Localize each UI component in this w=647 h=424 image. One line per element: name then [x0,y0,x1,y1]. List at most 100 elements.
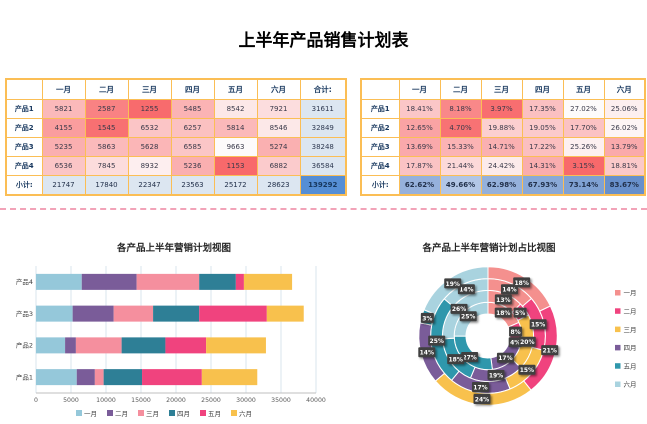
table-cell[interactable]: 8542 [213,99,258,119]
table-cell[interactable]: 27.02% [562,99,605,119]
subtotal-cell[interactable]: 21747 [41,175,86,196]
subtotal-row-header[interactable]: 小计: [5,175,43,196]
table-cell[interactable]: 6882 [256,156,301,176]
subtotal-cell[interactable]: 73.14% [562,175,605,196]
table-cell[interactable]: 18.41% [398,99,441,119]
subtotal-cell[interactable]: 62.62% [398,175,441,196]
column-header[interactable]: 四月 [521,78,564,100]
table-cell[interactable]: 7921 [256,99,301,119]
data-label-text: 13% [496,297,510,304]
subtotal-cell[interactable]: 17840 [84,175,129,196]
table-cell[interactable]: 8546 [256,118,301,138]
table-cell[interactable]: 5235 [41,137,86,157]
data-label-box [496,352,514,363]
table-cell[interactable]: 7845 [84,156,129,176]
column-header[interactable]: 五月 [213,78,258,100]
table-cell[interactable]: 8.18% [439,99,482,119]
row-header[interactable]: 产品2 [5,118,43,138]
row-total-cell[interactable]: 31611 [299,99,347,119]
column-header[interactable]: 四月 [170,78,215,100]
row-header[interactable]: 产品3 [360,137,400,157]
table-cell[interactable]: 4155 [41,118,86,138]
table-cell[interactable]: 6257 [170,118,215,138]
column-header[interactable]: 三月 [480,78,523,100]
column-header[interactable]: 一月 [41,78,86,100]
table-cell[interactable]: 4.70% [439,118,482,138]
row-header[interactable]: 产品1 [360,99,400,119]
subtotal-cell[interactable]: 28623 [256,175,301,196]
table-cell[interactable]: 13.69% [398,137,441,157]
column-header[interactable]: 合计: [299,78,347,100]
table-cell[interactable]: 19.05% [521,118,564,138]
row-total-cell[interactable]: 32849 [299,118,347,138]
table-cell[interactable]: 6536 [41,156,86,176]
table-cell[interactable]: 1545 [84,118,129,138]
table-cell[interactable]: 14.31% [521,156,564,176]
corner-cell[interactable] [360,78,400,100]
row-total-cell[interactable]: 36584 [299,156,347,176]
sales-ratio-doughnut-chart[interactable]: 各产品上半年营销计划占比视图 18% 8% 4% 17% 27% 25% 13% 5% 20% 19… [337,233,647,422]
table-cell[interactable]: 25.06% [603,99,646,119]
table-cell[interactable]: 9663 [213,137,258,157]
subtotal-cell[interactable]: 62.98% [480,175,523,196]
row-header[interactable]: 产品3 [5,137,43,157]
table-cell[interactable]: 6532 [127,118,172,138]
table-cell[interactable]: 21.44% [439,156,482,176]
table-cell[interactable]: 5485 [170,99,215,119]
subtotal-cell[interactable]: 67.93% [521,175,564,196]
column-header[interactable]: 六月 [603,78,646,100]
bar-segment [199,273,236,290]
row-header[interactable]: 产品2 [360,118,400,138]
subtotal-cell[interactable]: 25172 [213,175,258,196]
table-cell[interactable]: 17.35% [521,99,564,119]
subtotal-cell[interactable]: 83.67% [603,175,646,196]
subtotal-row-header[interactable]: 小计: [360,175,400,196]
table-cell[interactable]: 17.22% [521,137,564,157]
table-cell[interactable]: 17.87% [398,156,441,176]
table-cell[interactable]: 2587 [84,99,129,119]
table-cell[interactable]: 1255 [127,99,172,119]
table-cell[interactable]: 8932 [127,156,172,176]
table-cell[interactable]: 5628 [127,137,172,157]
legend-label: 三月 [624,326,637,334]
grand-total-cell[interactable]: 139292 [299,175,347,196]
table-cell[interactable]: 19.88% [480,118,523,138]
row-header[interactable]: 产品1 [5,99,43,119]
table-cell[interactable]: 26.02% [603,118,646,138]
corner-cell[interactable] [5,78,43,100]
table-cell[interactable]: 14.71% [480,137,523,157]
column-header[interactable]: 六月 [256,78,301,100]
table-cell[interactable]: 5814 [213,118,258,138]
table-cell[interactable]: 5821 [41,99,86,119]
table-cell[interactable]: 1153 [213,156,258,176]
legend-label: 一月 [624,289,637,297]
data-label-text: 17% [498,355,512,362]
column-header[interactable]: 一月 [398,78,441,100]
table-cell[interactable]: 6585 [170,137,215,157]
row-total-cell[interactable]: 38248 [299,137,347,157]
subtotal-cell[interactable]: 49.66% [439,175,482,196]
column-header[interactable]: 五月 [562,78,605,100]
column-header[interactable]: 二月 [84,78,129,100]
table-cell[interactable]: 13.79% [603,137,646,157]
row-header[interactable]: 产品4 [5,156,43,176]
data-label-text: 15% [520,367,534,374]
table-cell[interactable]: 5236 [170,156,215,176]
row-header[interactable]: 产品4 [360,156,400,176]
table-cell[interactable]: 5863 [84,137,129,157]
column-header[interactable]: 三月 [127,78,172,100]
table-cell[interactable]: 25.26% [562,137,605,157]
subtotal-cell[interactable]: 23563 [170,175,215,196]
column-header[interactable]: 二月 [439,78,482,100]
monthly-sales-bar-chart[interactable]: 各产品上半年营销计划视图 0 5000 10000 15000 20000 25000 300… [6,233,332,422]
table-cell[interactable]: 15.33% [439,137,482,157]
table-cell[interactable]: 5274 [256,137,301,157]
table-cell[interactable]: 3.15% [562,156,605,176]
table-cell[interactable]: 24.42% [480,156,523,176]
data-label-text: 5% [515,310,525,317]
table-cell[interactable]: 17.70% [562,118,605,138]
table-cell[interactable]: 3.97% [480,99,523,119]
subtotal-cell[interactable]: 22347 [127,175,172,196]
table-cell[interactable]: 18.81% [603,156,646,176]
table-cell[interactable]: 12.65% [398,118,441,138]
